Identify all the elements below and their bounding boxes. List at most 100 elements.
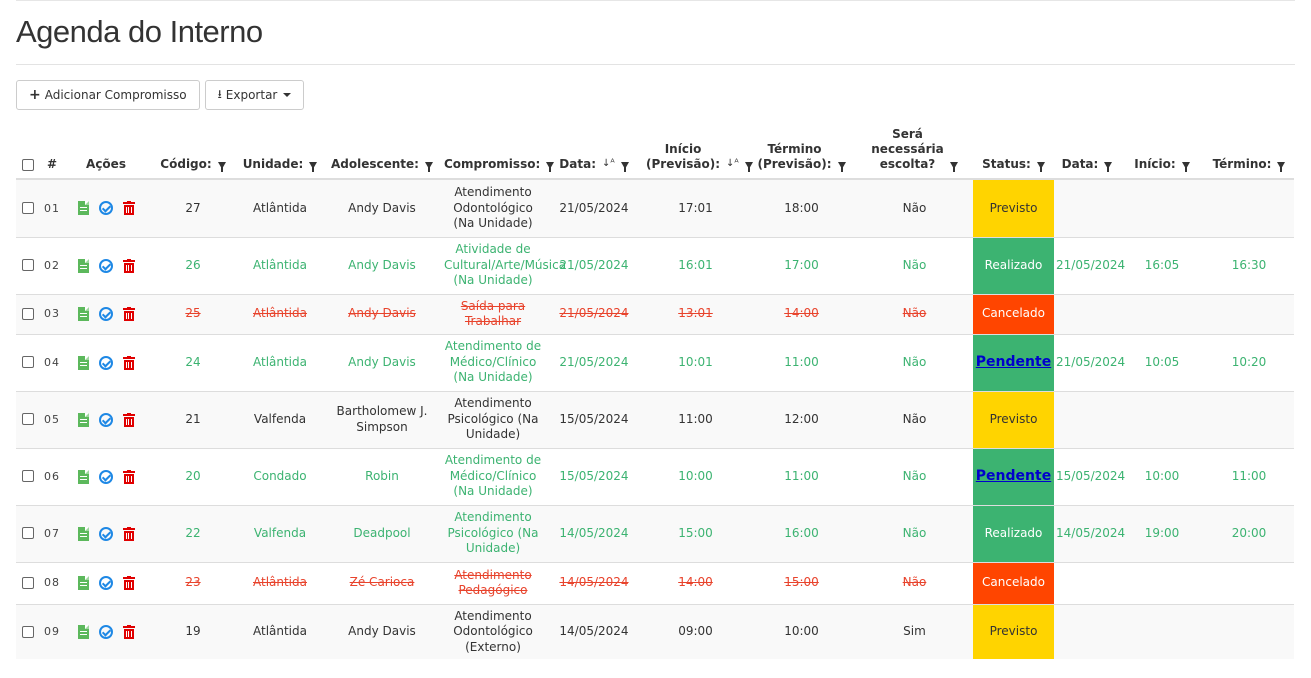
trash-icon[interactable] bbox=[122, 526, 135, 541]
cell-code: 27 bbox=[148, 178, 238, 237]
document-icon[interactable] bbox=[77, 355, 89, 370]
cell-start: 11:00 bbox=[644, 390, 747, 448]
cell-date: 21/05/2024 bbox=[544, 178, 644, 237]
trash-icon[interactable] bbox=[122, 307, 135, 321]
filter-icon[interactable] bbox=[949, 162, 958, 172]
filter-icon[interactable] bbox=[1104, 162, 1113, 172]
header-end[interactable]: Término (Previsão): bbox=[747, 124, 856, 180]
header-index: # bbox=[40, 124, 64, 180]
cell-end: 11:00 bbox=[747, 333, 856, 391]
header-appointment[interactable]: Compromisso: bbox=[442, 124, 555, 180]
row-checkbox[interactable] bbox=[22, 413, 34, 426]
cell-code: 26 bbox=[148, 236, 238, 294]
cell-escort: Sim bbox=[856, 603, 973, 659]
row-actions bbox=[64, 293, 148, 334]
filter-icon[interactable] bbox=[424, 162, 433, 172]
cell-appointment: Atendimento Odontológico (Na Unidade) bbox=[442, 178, 544, 237]
row-checkbox[interactable] bbox=[22, 470, 34, 483]
header-real-start[interactable]: Início: bbox=[1120, 124, 1204, 180]
cell-escort: Não bbox=[856, 293, 973, 334]
sort-icon[interactable]: ↓ᴬ bbox=[602, 158, 615, 169]
document-icon[interactable] bbox=[77, 412, 89, 427]
row-select-cell bbox=[16, 447, 40, 505]
row-checkbox[interactable] bbox=[22, 259, 34, 272]
filter-icon[interactable] bbox=[1277, 162, 1286, 172]
filter-icon[interactable] bbox=[1036, 162, 1045, 172]
row-actions bbox=[64, 504, 148, 562]
cell-end: 18:00 bbox=[747, 178, 856, 237]
cell-real-end: 10:20 bbox=[1204, 333, 1294, 391]
filter-icon[interactable] bbox=[309, 162, 318, 172]
cell-real-date bbox=[1054, 178, 1120, 237]
cell-escort: Não bbox=[856, 178, 973, 237]
add-appointment-button[interactable]: + Adicionar Compromisso bbox=[16, 80, 200, 110]
check-circle-icon[interactable] bbox=[98, 526, 113, 541]
filter-icon[interactable] bbox=[217, 162, 226, 172]
trash-icon[interactable] bbox=[122, 624, 135, 639]
trash-icon[interactable] bbox=[122, 412, 135, 427]
filter-icon[interactable] bbox=[837, 162, 846, 172]
cell-escort: Não bbox=[856, 447, 973, 505]
row-checkbox[interactable] bbox=[22, 527, 34, 540]
trash-icon[interactable] bbox=[122, 201, 135, 216]
cell-teen: Andy Davis bbox=[322, 236, 442, 294]
cell-start: 10:01 bbox=[644, 333, 747, 391]
header-code[interactable]: Código: bbox=[148, 124, 238, 180]
cell-real-end: 20:00 bbox=[1204, 504, 1294, 562]
document-icon[interactable] bbox=[77, 469, 89, 484]
document-icon[interactable] bbox=[77, 201, 89, 216]
check-circle-icon[interactable] bbox=[98, 576, 113, 590]
trash-icon[interactable] bbox=[122, 258, 135, 273]
sort-icon[interactable]: ↓ᴬ bbox=[726, 158, 739, 169]
document-icon[interactable] bbox=[77, 307, 89, 321]
trash-icon[interactable] bbox=[122, 355, 135, 370]
row-index: 07 bbox=[40, 504, 64, 562]
header-unit[interactable]: Unidade: bbox=[238, 124, 322, 180]
check-circle-icon[interactable] bbox=[98, 355, 113, 370]
check-circle-icon[interactable] bbox=[98, 469, 113, 484]
check-circle-icon[interactable] bbox=[98, 624, 113, 639]
row-checkbox[interactable] bbox=[22, 202, 34, 214]
filter-icon[interactable] bbox=[1181, 162, 1190, 172]
header-escort[interactable]: Será necessária escolta? bbox=[856, 124, 973, 180]
cell-date: 21/05/2024 bbox=[544, 293, 644, 334]
header-teen[interactable]: Adolescente: bbox=[322, 124, 442, 180]
document-icon[interactable] bbox=[77, 258, 89, 273]
cell-appointment: Atendimento Odontológico (Externo) bbox=[442, 603, 544, 659]
header-real-date[interactable]: Data: bbox=[1054, 124, 1120, 180]
cell-code: 21 bbox=[148, 390, 238, 448]
table-header-row: # Ações Código: Unidade: Adolescente: Co… bbox=[16, 124, 1294, 180]
status-badge[interactable]: Pendente bbox=[973, 447, 1054, 505]
document-icon[interactable] bbox=[77, 624, 89, 639]
header-status[interactable]: Status: bbox=[973, 124, 1054, 180]
cell-start: 09:00 bbox=[644, 603, 747, 659]
check-circle-icon[interactable] bbox=[98, 412, 113, 427]
table-row: 01 27 Atlântida Andy Davis Atendimento Odont… bbox=[16, 178, 1294, 237]
cell-end: 12:00 bbox=[747, 390, 856, 448]
document-icon[interactable] bbox=[77, 576, 89, 590]
cell-real-start: 10:05 bbox=[1120, 333, 1204, 391]
filter-icon[interactable] bbox=[620, 162, 629, 172]
header-start[interactable]: Início (Previsão): ↓ᴬ bbox=[644, 124, 753, 180]
cell-real-end bbox=[1204, 390, 1294, 448]
cell-date: 15/05/2024 bbox=[544, 390, 644, 448]
row-checkbox[interactable] bbox=[22, 576, 34, 589]
select-all-checkbox[interactable] bbox=[22, 158, 34, 171]
filter-icon[interactable] bbox=[546, 162, 555, 172]
header-date[interactable]: Data: ↓ᴬ bbox=[544, 124, 644, 180]
export-button[interactable]: ⭳ Exportar bbox=[204, 80, 305, 110]
header-real-end[interactable]: Término: bbox=[1204, 124, 1294, 180]
trash-icon[interactable] bbox=[122, 576, 135, 590]
document-icon[interactable] bbox=[77, 526, 89, 541]
row-actions bbox=[64, 236, 148, 294]
check-circle-icon[interactable] bbox=[98, 258, 113, 273]
filter-icon[interactable] bbox=[744, 162, 753, 172]
status-badge[interactable]: Pendente bbox=[973, 333, 1054, 391]
row-checkbox[interactable] bbox=[22, 356, 34, 369]
check-circle-icon[interactable] bbox=[98, 307, 113, 321]
trash-icon[interactable] bbox=[122, 469, 135, 484]
row-checkbox[interactable] bbox=[22, 625, 34, 638]
row-select-cell bbox=[16, 561, 40, 604]
check-circle-icon[interactable] bbox=[98, 201, 113, 216]
row-checkbox[interactable] bbox=[22, 307, 34, 320]
